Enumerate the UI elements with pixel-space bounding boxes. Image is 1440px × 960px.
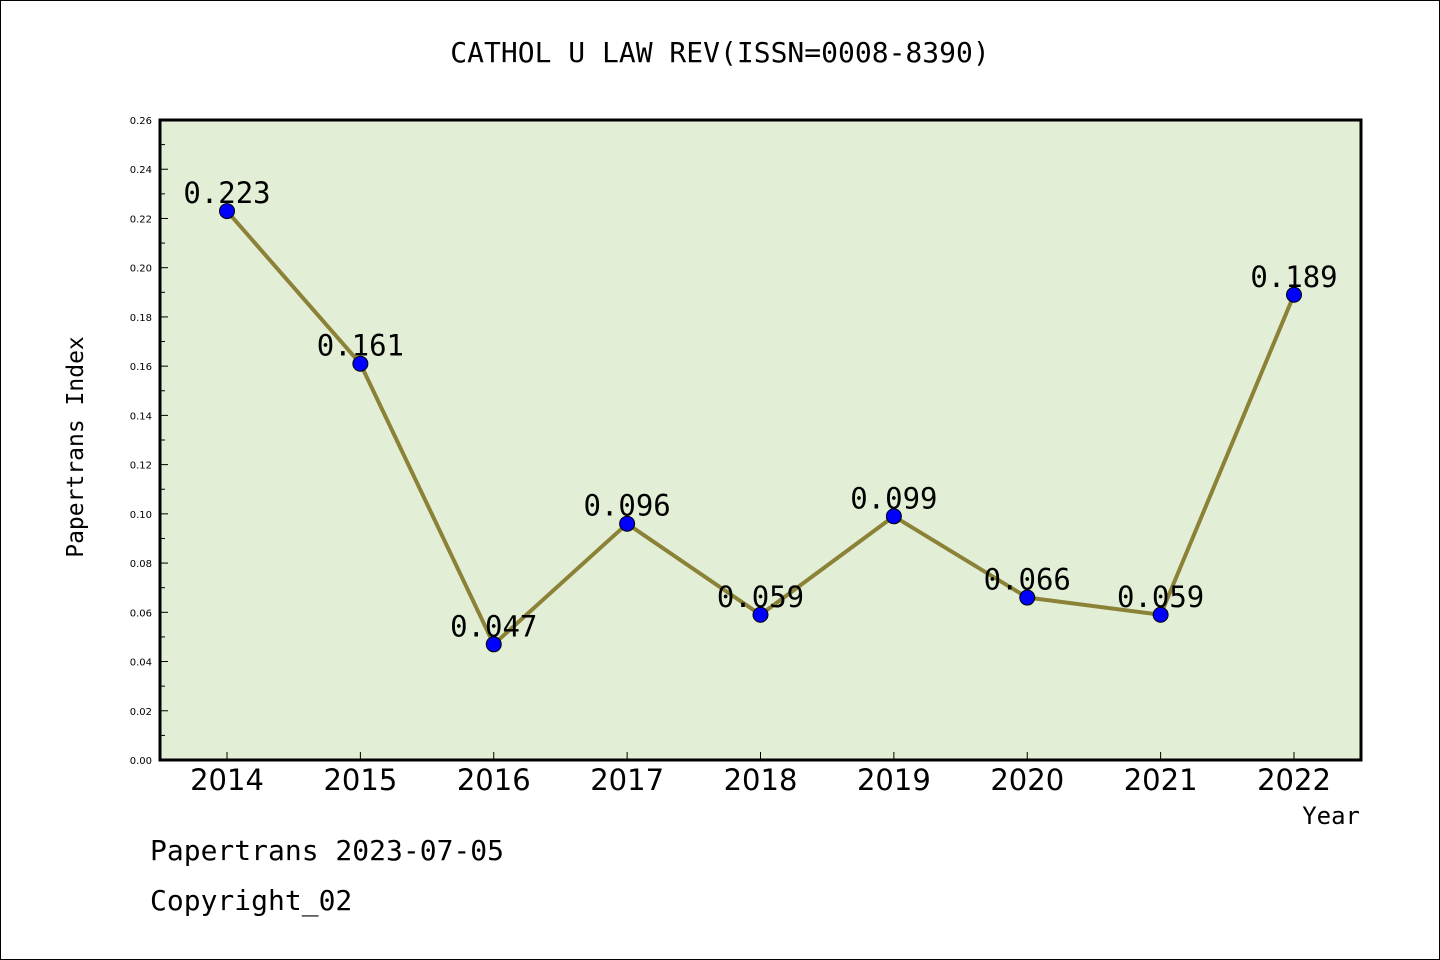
data-label: 0.059 xyxy=(717,580,804,614)
data-point xyxy=(1286,286,1302,303)
y-tick-label: 0.14 xyxy=(130,411,152,422)
x-tick-label: 2020 xyxy=(990,763,1064,797)
y-tick-label: 0.04 xyxy=(130,658,152,669)
x-tick-label: 2016 xyxy=(457,763,531,797)
data-point xyxy=(352,355,369,372)
y-tick-label: 0.12 xyxy=(130,461,152,472)
y-tick-label: 0.20 xyxy=(130,264,152,275)
data-label: 0.059 xyxy=(1117,580,1204,614)
y-tick-label: 0.06 xyxy=(130,608,152,619)
y-tick-label: 0.24 xyxy=(130,165,152,176)
y-tick-label: 0.02 xyxy=(130,707,152,718)
data-point xyxy=(752,606,769,623)
data-label: 0.189 xyxy=(1250,260,1337,294)
y-tick-label: 0.16 xyxy=(130,362,152,373)
data-point xyxy=(219,203,235,220)
plot-area xyxy=(160,120,1361,760)
data-point xyxy=(619,515,636,532)
data-label: 0.047 xyxy=(450,609,537,643)
data-point xyxy=(885,508,902,525)
x-tick-label: 2015 xyxy=(323,763,397,797)
y-tick-label: 0.08 xyxy=(130,559,152,570)
x-tick-label: 2022 xyxy=(1257,763,1331,797)
data-label: 0.161 xyxy=(317,329,404,363)
y-tick-label: 0.00 xyxy=(130,756,152,767)
x-tick-label: 2021 xyxy=(1124,763,1198,797)
data-label: 0.223 xyxy=(183,176,270,210)
x-tick-label: 2018 xyxy=(724,763,798,797)
data-label: 0.066 xyxy=(984,563,1071,597)
x-tick-label: 2017 xyxy=(590,763,664,797)
data-point xyxy=(485,636,502,653)
chart-title: CATHOL U LAW REV(ISSN=0008-8390) xyxy=(450,36,990,69)
y-tick-label: 0.10 xyxy=(130,510,152,521)
data-label: 0.096 xyxy=(583,489,670,523)
x-tick-label: 2014 xyxy=(190,763,264,797)
data-point xyxy=(1152,606,1169,623)
data-point xyxy=(1019,589,1036,606)
y-tick-label: 0.22 xyxy=(130,214,152,225)
y-tick-label: 0.26 xyxy=(130,116,152,127)
x-axis-label: Year xyxy=(1302,802,1360,830)
data-label: 0.099 xyxy=(850,481,937,515)
footer-date: Papertrans 2023-07-05 xyxy=(150,834,505,867)
x-tick-label: 2019 xyxy=(857,763,931,797)
plot-border xyxy=(158,118,1363,762)
footer-copyright: Copyright_02 xyxy=(150,884,353,917)
y-tick-label: 0.18 xyxy=(130,313,152,324)
